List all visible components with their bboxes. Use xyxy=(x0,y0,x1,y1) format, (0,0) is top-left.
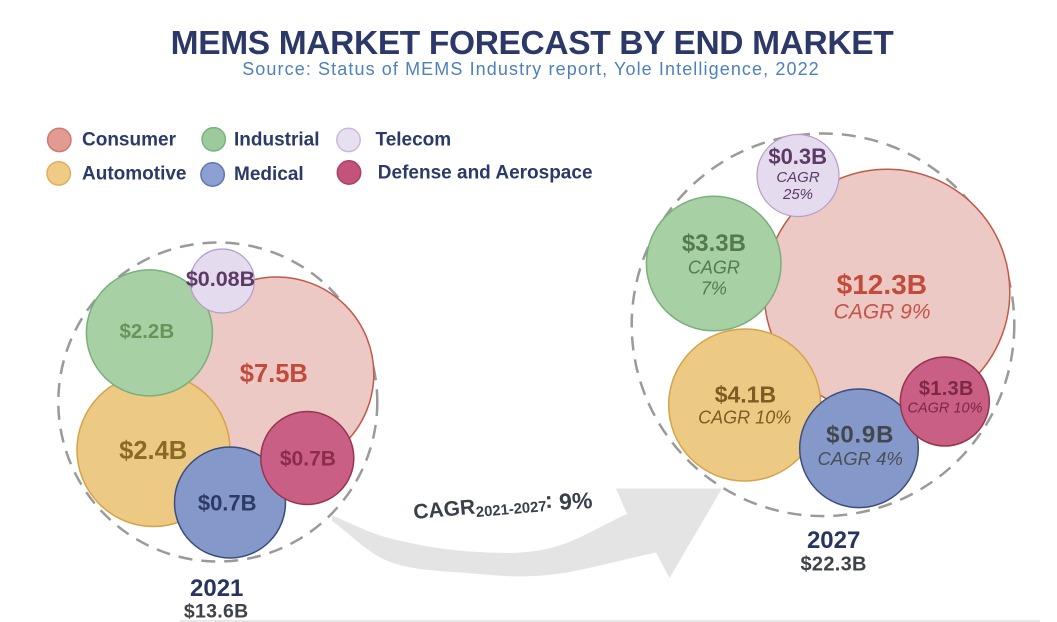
svg-text:Defense and Aerospace: Defense and Aerospace xyxy=(378,163,593,184)
svg-text:CAGR 9%: CAGR 9% xyxy=(834,300,931,323)
svg-text:$3.3B: $3.3B xyxy=(682,230,746,257)
svg-text:Telecom: Telecom xyxy=(376,130,452,151)
svg-text:$0.7B: $0.7B xyxy=(198,490,257,515)
svg-text:: 9%: : 9% xyxy=(544,485,593,516)
svg-text:CAGR 4%: CAGR 4% xyxy=(818,448,903,469)
svg-text:Medical: Medical xyxy=(234,164,304,185)
svg-text:2027: 2027 xyxy=(807,527,860,554)
svg-text:$0.08B: $0.08B xyxy=(186,267,255,291)
svg-text:$2.2B: $2.2B xyxy=(119,320,174,343)
svg-text:7%: 7% xyxy=(701,279,727,299)
svg-text:Automotive: Automotive xyxy=(82,164,187,185)
svg-text:CAGR: CAGR xyxy=(688,257,740,277)
svg-text:$0.7B: $0.7B xyxy=(280,447,336,470)
svg-text:MEMS MARKET FORECAST BY END MA: MEMS MARKET FORECAST BY END MARKET xyxy=(171,25,895,62)
svg-text:$1.3B: $1.3B xyxy=(919,378,974,400)
svg-text:25%: 25% xyxy=(782,186,813,203)
svg-text:$2.4B: $2.4B xyxy=(119,437,187,465)
svg-text:$0.3B: $0.3B xyxy=(768,144,827,169)
svg-text:2021: 2021 xyxy=(190,575,243,602)
svg-text:Industrial: Industrial xyxy=(234,130,320,151)
svg-text:Consumer: Consumer xyxy=(82,130,177,151)
svg-text:CAGR: CAGR xyxy=(776,169,820,186)
svg-text:$4.1B: $4.1B xyxy=(715,382,776,408)
svg-text:CAGR 10%: CAGR 10% xyxy=(908,401,983,417)
svg-text:$12.3B: $12.3B xyxy=(837,269,927,300)
svg-text:$7.5B: $7.5B xyxy=(240,360,308,388)
svg-text:$13.6B: $13.6B xyxy=(184,601,249,622)
svg-text:CAGR 10%: CAGR 10% xyxy=(698,408,791,428)
svg-text:Source: Status of MEMS Industr: Source: Status of MEMS Industry report, … xyxy=(242,59,820,79)
svg-text:$0.9B: $0.9B xyxy=(826,421,894,448)
svg-text:$22.3B: $22.3B xyxy=(801,554,867,576)
svg-text:CAGR2021-2027: CAGR2021-2027 xyxy=(412,489,547,526)
